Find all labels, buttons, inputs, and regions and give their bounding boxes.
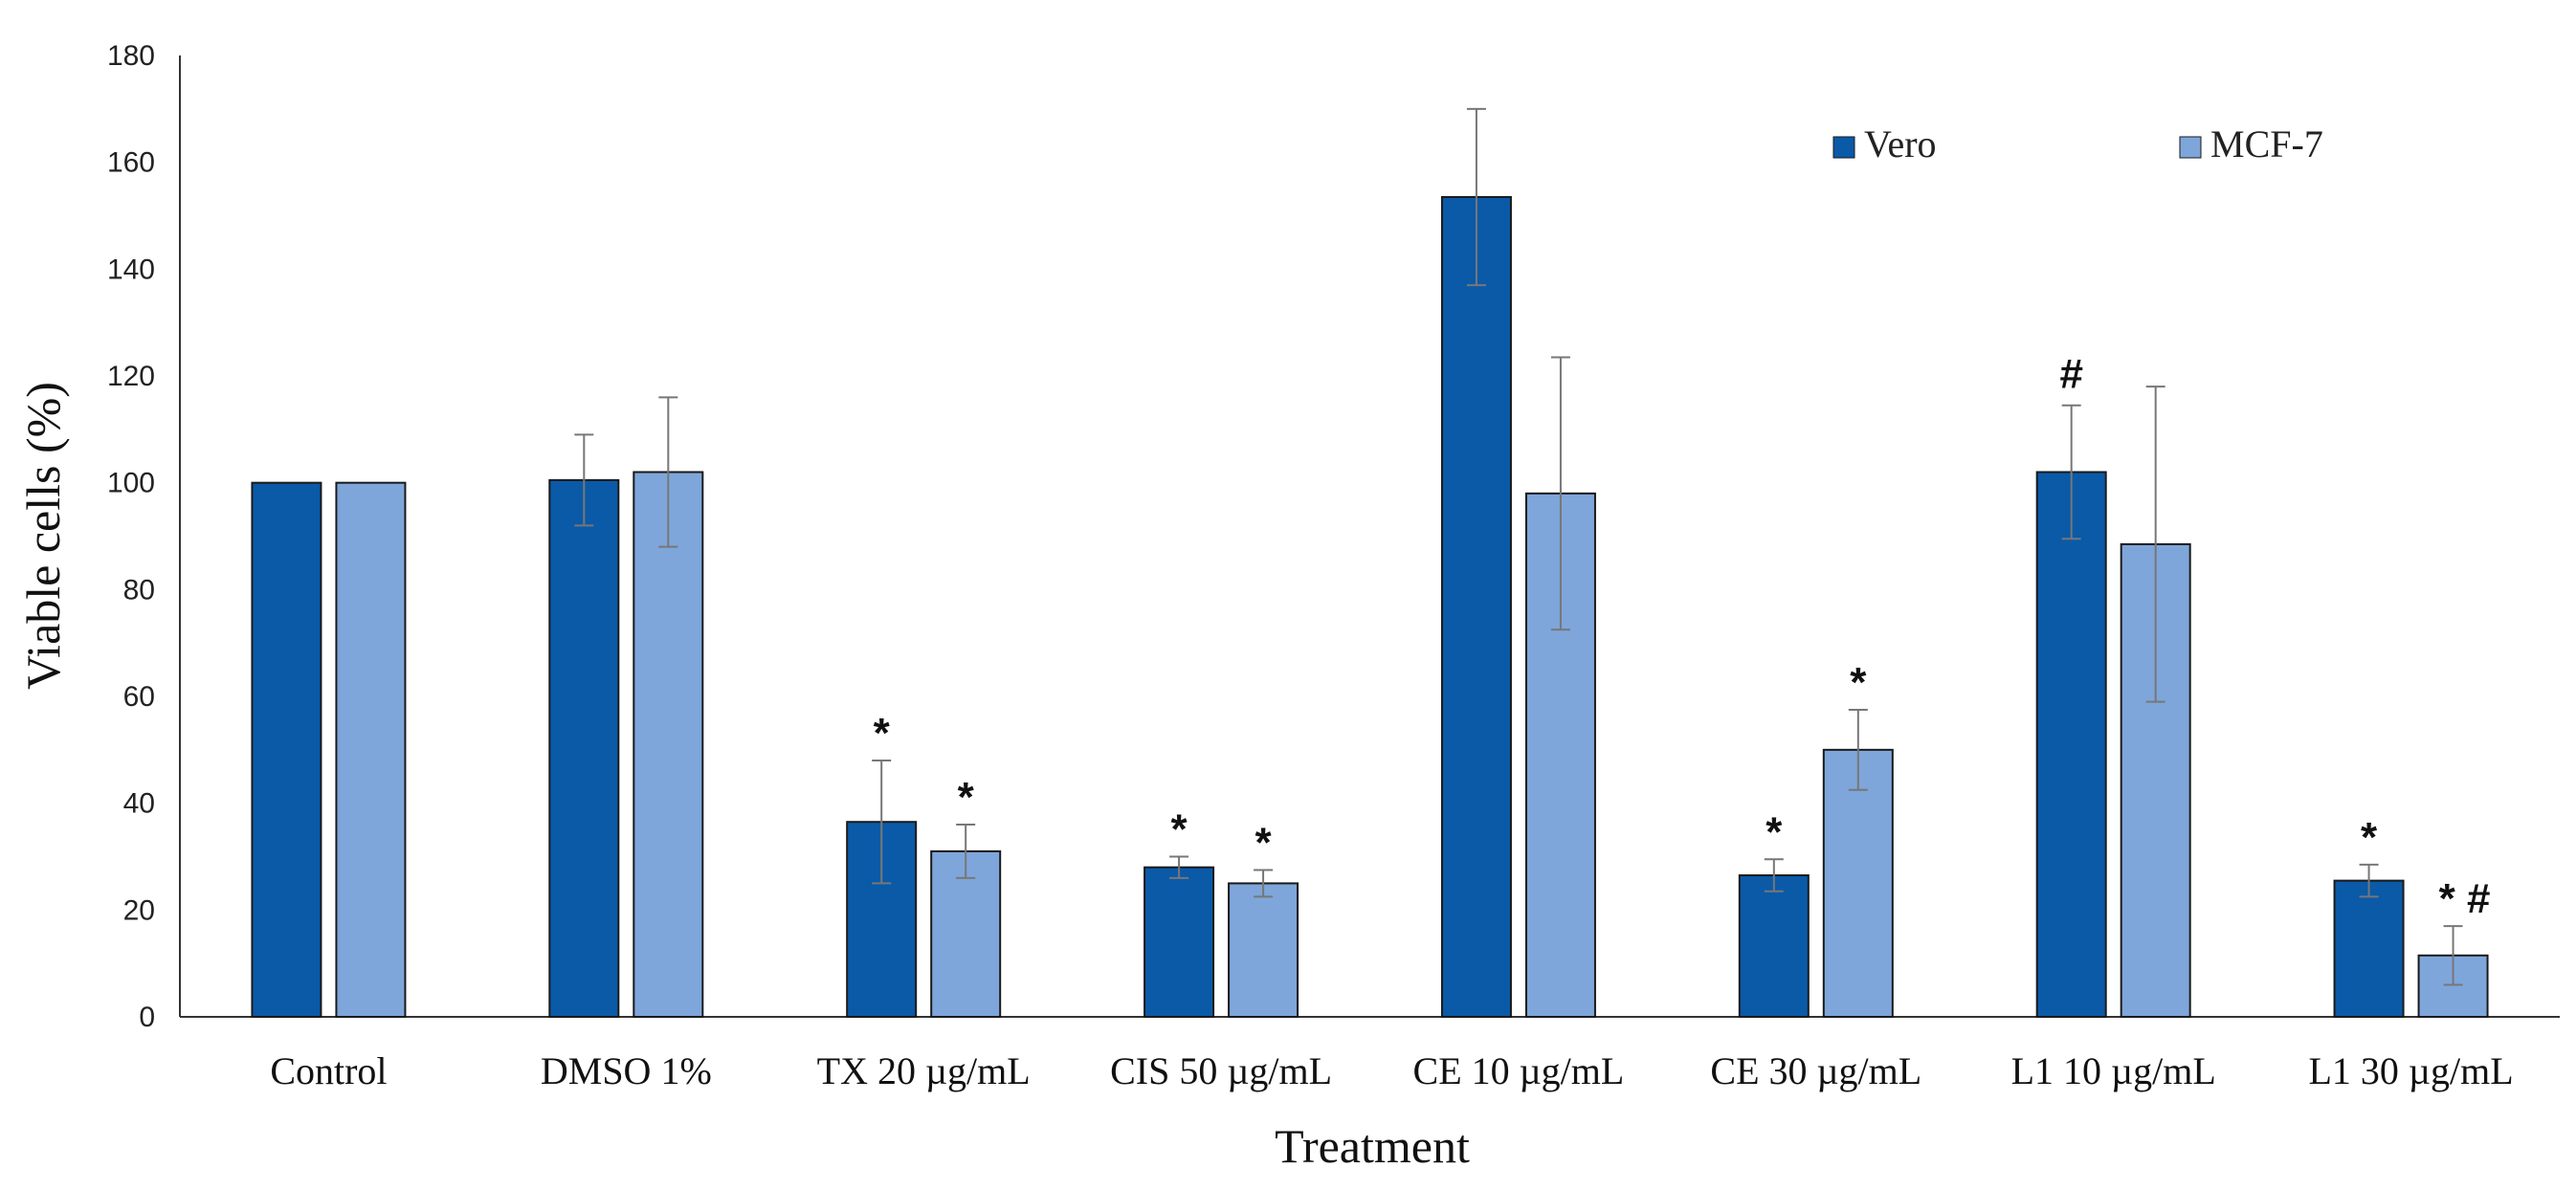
x-tick-label: Control <box>270 1049 387 1092</box>
significance-marker: * <box>958 774 975 821</box>
legend-label: MCF-7 <box>2210 122 2323 165</box>
x-tick-label: TX 20 µg/mL <box>817 1049 1031 1092</box>
significance-marker: * <box>874 710 891 757</box>
y-axis: 0 20 40 60 80 100 120 140 160 180 <box>107 40 181 1033</box>
y-tick-label: 60 <box>123 681 155 713</box>
bar-vero <box>2035 471 2107 1018</box>
bar-vero <box>2333 879 2405 1018</box>
legend: Vero MCF-7 <box>1832 122 2323 165</box>
x-axis-title: Treatment <box>1275 1119 1470 1173</box>
x-axis: Control DMSO 1% TX 20 µg/mL CIS 50 µg/mL CE … <box>180 1016 2560 1092</box>
y-tick-label: 40 <box>123 788 155 820</box>
significance-marker: * # <box>2439 875 2491 922</box>
bar-vero <box>251 481 322 1018</box>
y-tick-label: 120 <box>107 361 155 392</box>
error-bars <box>574 107 2463 986</box>
significance-marker: * <box>1765 808 1783 855</box>
significance-marker: # <box>2059 351 2082 398</box>
bar-vero <box>1440 195 1512 1019</box>
y-tick-label: 0 <box>139 1002 155 1033</box>
x-tick-label: CE 10 µg/mL <box>1413 1049 1625 1092</box>
x-tick-label: CIS 50 µg/mL <box>1110 1049 1332 1092</box>
bar-vero <box>548 478 620 1018</box>
x-tick-label: CE 30 µg/mL <box>1710 1049 1921 1092</box>
bar-vero <box>1144 866 1215 1019</box>
bar-mcf-7 <box>1822 748 1894 1018</box>
significance-marker: * <box>1850 659 1867 706</box>
legend-label: Vero <box>1864 122 1937 165</box>
significance-marker: * <box>1255 819 1273 866</box>
x-tick-label: L1 30 µg/mL <box>2308 1049 2513 1092</box>
y-tick-label: 20 <box>123 894 155 926</box>
significance-annotations: * * * * * * # * * # <box>874 351 2491 922</box>
bar-vero <box>1738 874 1810 1019</box>
legend-swatch <box>1832 136 1855 159</box>
significance-marker: * <box>1171 806 1188 853</box>
legend-swatch <box>2179 136 2202 159</box>
y-axis-title: Viable cells (%) <box>16 382 70 690</box>
bar-mcf-7 <box>633 471 704 1018</box>
x-tick-label: L1 10 µg/mL <box>2011 1049 2216 1092</box>
y-tick-label: 160 <box>107 147 155 179</box>
x-tick-labels: Control DMSO 1% TX 20 µg/mL CIS 50 µg/mL CE … <box>270 1049 2513 1092</box>
x-tick-label: DMSO 1% <box>541 1049 712 1092</box>
y-tick-label: 180 <box>107 40 155 72</box>
bar-mcf-7 <box>335 481 407 1018</box>
significance-marker: * <box>2361 814 2378 861</box>
y-tick-label: 140 <box>107 253 155 285</box>
y-tick-label: 80 <box>123 574 155 606</box>
bar-mcf-7 <box>1228 882 1299 1019</box>
y-tick-label: 100 <box>107 468 155 499</box>
y-tick-labels: 0 20 40 60 80 100 120 140 160 180 <box>107 40 155 1033</box>
bars <box>251 195 2489 1019</box>
